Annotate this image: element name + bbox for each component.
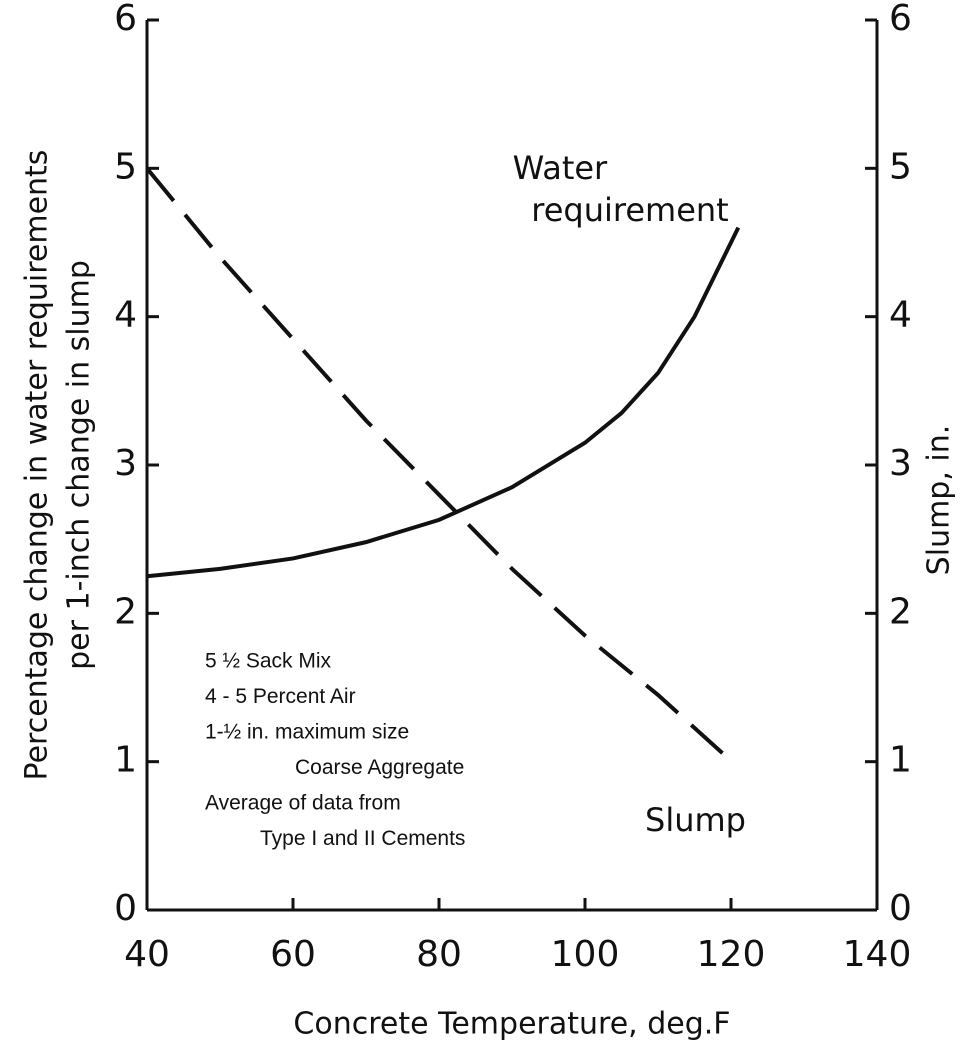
x-tick-label: 140 — [843, 934, 912, 975]
series-label: Water requirement — [513, 149, 729, 229]
y2-tick-label: 5 — [889, 146, 912, 187]
annotation: Type I and II Cements — [260, 827, 465, 850]
x-axis-label: Concrete Temperature, deg.F — [293, 1007, 730, 1042]
series-label: Slump — [645, 801, 746, 839]
series-line — [146, 226, 741, 579]
y-axis-label: per 1-inch change in slump — [62, 260, 97, 670]
y-tick-label: 4 — [114, 295, 137, 336]
y2-tick-label: 3 — [889, 443, 912, 484]
x-tick-label: 100 — [551, 934, 620, 975]
x-tick-label: 80 — [416, 934, 462, 975]
y-tick-label: 0 — [114, 888, 137, 929]
x-tick-label: 40 — [124, 934, 170, 975]
series-line — [145, 167, 726, 756]
y2-tick-label: 4 — [889, 295, 912, 336]
x-tick-label: 60 — [270, 934, 316, 975]
y2-tick-label: 6 — [889, 0, 912, 39]
annotation: 1-½ in. maximum size — [205, 721, 409, 744]
y-tick-label: 3 — [114, 443, 137, 484]
y-tick-label: 2 — [114, 591, 137, 632]
annotation: 4 - 5 Percent Air — [205, 685, 356, 708]
annotation: 5 ½ Sack Mix — [205, 650, 332, 673]
y2-axis-label: Slump, in. — [922, 425, 957, 576]
x-tick-label: 120 — [697, 934, 766, 975]
annotation: Coarse Aggregate — [295, 756, 464, 779]
y-axis-label: Percentage change in water requirements — [20, 150, 55, 781]
y2-tick-label: 0 — [889, 888, 912, 929]
y2-tick-label: 1 — [889, 740, 912, 781]
y2-tick-label: 2 — [889, 591, 912, 632]
y-tick-label: 5 — [114, 146, 137, 187]
y-tick-label: 6 — [114, 0, 137, 39]
y-tick-label: 1 — [114, 740, 137, 781]
annotation: Average of data from — [205, 792, 401, 815]
